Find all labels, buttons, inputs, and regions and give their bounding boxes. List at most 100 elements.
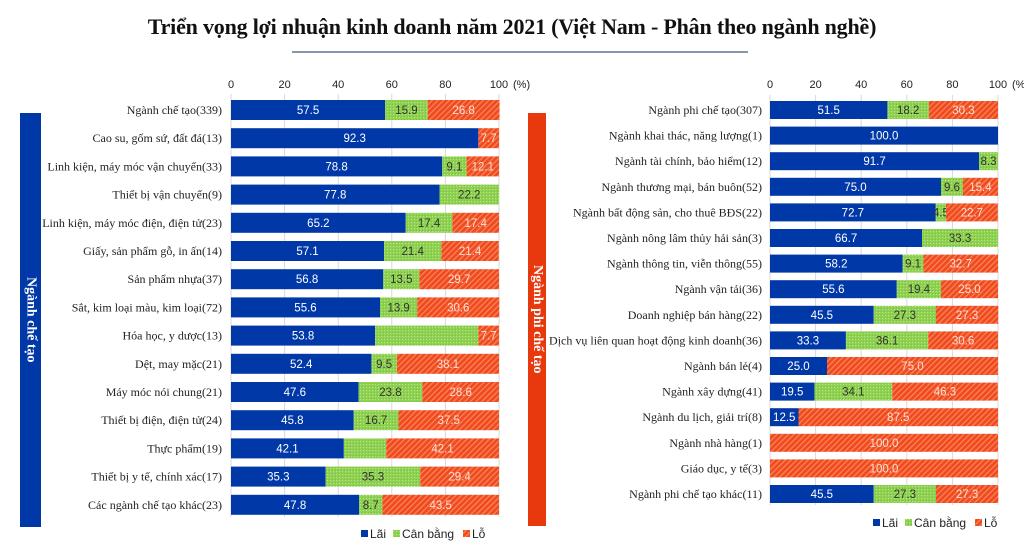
bar-segment-lai bbox=[231, 241, 385, 261]
x-tick-label: 40 bbox=[855, 79, 867, 91]
legend-swatch-lo bbox=[975, 519, 982, 526]
category-label: Giáo dục, y tế(3) bbox=[681, 461, 762, 475]
legend-swatch-can-bang bbox=[393, 530, 400, 537]
data-label-lo: 25.0 bbox=[958, 284, 980, 296]
x-tick-label: 80 bbox=[946, 79, 958, 91]
data-label-can-bang: 19.4 bbox=[908, 284, 931, 296]
category-label: Ngành phi chế tạo(307) bbox=[648, 103, 762, 117]
category-label: Ngành thông tin, viễn thông(55) bbox=[607, 257, 762, 271]
bar-segment-can-bang bbox=[325, 466, 421, 487]
bar-segment-lai bbox=[231, 297, 381, 318]
category-label: Máy móc nói chung(21) bbox=[106, 385, 222, 399]
data-label-lo: 27.3 bbox=[956, 489, 978, 501]
data-label-can-bang: 8.7 bbox=[363, 500, 379, 512]
data-label-lo: 30.3 bbox=[952, 105, 974, 117]
data-label-lai: 75.0 bbox=[844, 182, 866, 194]
data-label-lo: 26.8 bbox=[452, 105, 474, 117]
category-label: Sắt, kim loại màu, kim loại(72) bbox=[72, 300, 222, 314]
x-axis-unit: (%) bbox=[1012, 79, 1024, 91]
category-label: Các ngành chế tạo khác(23) bbox=[88, 498, 222, 512]
x-tick-label: 20 bbox=[809, 79, 821, 91]
data-label-lo: 29.7 bbox=[448, 274, 470, 286]
data-label-can-bang: 13.5 bbox=[390, 274, 412, 286]
legend-swatch-lai bbox=[361, 530, 368, 537]
bar-segment-lai bbox=[231, 100, 386, 120]
legend-label-can-bang: Cân bằng bbox=[402, 526, 454, 541]
data-label-lai: 78.8 bbox=[325, 161, 347, 173]
category-label: Ngành khai thác, năng lượng(1) bbox=[609, 129, 762, 143]
bar-segment-lo bbox=[382, 494, 499, 515]
bar-segment-lo bbox=[398, 410, 499, 431]
category-label: Cao su, gốm sứ, đất đá(13) bbox=[93, 131, 223, 145]
data-label-lo: 46.3 bbox=[934, 387, 956, 399]
data-label-lai: 100.0 bbox=[870, 131, 899, 143]
data-label-lo: 42.1 bbox=[431, 443, 453, 455]
bar-segment-lai bbox=[770, 382, 815, 401]
bar-segment-lai bbox=[770, 152, 980, 171]
bar-segment-lo bbox=[452, 212, 499, 233]
data-label-lo: 43.5 bbox=[430, 500, 452, 512]
data-label-lai: 91.7 bbox=[863, 156, 885, 168]
category-label: Sản phẩm nhựa(37) bbox=[128, 272, 222, 286]
bar-segment-lai bbox=[231, 410, 354, 431]
x-tick-label: 60 bbox=[901, 79, 913, 91]
data-label-lai: 66.7 bbox=[835, 233, 857, 245]
data-label-can-bang: 17.4 bbox=[418, 218, 441, 230]
legend-swatch-lai bbox=[873, 519, 880, 526]
group-band-manufacturing: Ngành chế tạo bbox=[20, 113, 41, 527]
data-label-lo: 38.1 bbox=[437, 359, 459, 371]
bar-segment-lo bbox=[441, 241, 499, 261]
x-tick-label: 60 bbox=[386, 79, 398, 91]
bar-segment-lai bbox=[770, 357, 827, 375]
data-label-lo: 100.0 bbox=[870, 463, 899, 475]
bar-segment-lo bbox=[770, 433, 998, 452]
data-label-can-bang: 16.7 bbox=[365, 415, 387, 427]
data-label-lai: 55.6 bbox=[294, 302, 316, 314]
bar-segment-lai bbox=[770, 203, 936, 222]
category-label: Thiết bị điện, điện tử(24) bbox=[101, 413, 222, 427]
bar-segment-lo bbox=[420, 466, 499, 487]
bar-segment-lai bbox=[770, 408, 799, 427]
bar-segment-lai bbox=[770, 101, 888, 119]
bar-segment-lo bbox=[946, 203, 998, 222]
bar-segment-can-bang bbox=[358, 382, 423, 402]
data-label-lai: 77.8 bbox=[324, 190, 346, 202]
bar-segment-lo bbox=[941, 280, 998, 299]
data-label-can-bang: 9.6 bbox=[944, 182, 960, 194]
x-tick-label: 0 bbox=[767, 79, 773, 91]
data-label-lai: 57.1 bbox=[296, 246, 318, 258]
data-label-lai: 55.6 bbox=[822, 284, 844, 296]
bar-segment-can-bang bbox=[873, 485, 936, 503]
bar-segment-lo bbox=[892, 382, 998, 401]
data-label-lai: 47.6 bbox=[284, 387, 306, 399]
bar-segment-lai bbox=[231, 156, 443, 177]
data-label-can-bang: 27.3 bbox=[894, 489, 916, 501]
category-label: Ngành bán lẻ(4) bbox=[684, 359, 762, 373]
bar-segment-can-bang bbox=[375, 325, 479, 346]
data-label-lo: 7.7 bbox=[481, 133, 497, 145]
data-label-lo: 21.4 bbox=[459, 246, 482, 258]
chart-manufacturing: 0 20 40 60 80 100 (%) Ngành chế tạo(339) 57.5 15.… bbox=[42, 79, 530, 541]
data-label-can-bang: 9.5 bbox=[376, 359, 392, 371]
data-label-lai: 65.2 bbox=[307, 218, 329, 230]
bar-segment-can-bang bbox=[380, 297, 418, 318]
data-label-can-bang: 36.1 bbox=[876, 335, 898, 347]
bar-segment-can-bang bbox=[343, 438, 387, 459]
bar-segment-can-bang bbox=[814, 382, 893, 401]
data-label-lai: 92.3 bbox=[343, 133, 365, 145]
category-label: Ngành xây dựng(41) bbox=[662, 385, 762, 399]
data-label-lai: 47.8 bbox=[284, 500, 306, 512]
chart-title: Triển vọng lợi nhuận kinh doanh năm 2021… bbox=[147, 14, 877, 39]
bar-segment-lo bbox=[419, 269, 499, 290]
bar-segment-lo bbox=[827, 357, 998, 375]
data-label-can-bang: 35.3 bbox=[362, 472, 384, 484]
data-label-can-bang: 9.1 bbox=[446, 161, 462, 173]
bar-segment-lo bbox=[770, 459, 998, 478]
bar-segment-can-bang bbox=[405, 212, 453, 233]
category-label: Ngành bất động sản, cho thuê BĐS(22) bbox=[573, 205, 762, 219]
bar-segment-lai bbox=[231, 128, 479, 149]
category-label: Dịch vụ liên quan hoạt động kinh doanh(3… bbox=[549, 333, 762, 347]
bar-segment-lai bbox=[770, 331, 846, 350]
bar-segment-can-bang bbox=[902, 254, 924, 273]
